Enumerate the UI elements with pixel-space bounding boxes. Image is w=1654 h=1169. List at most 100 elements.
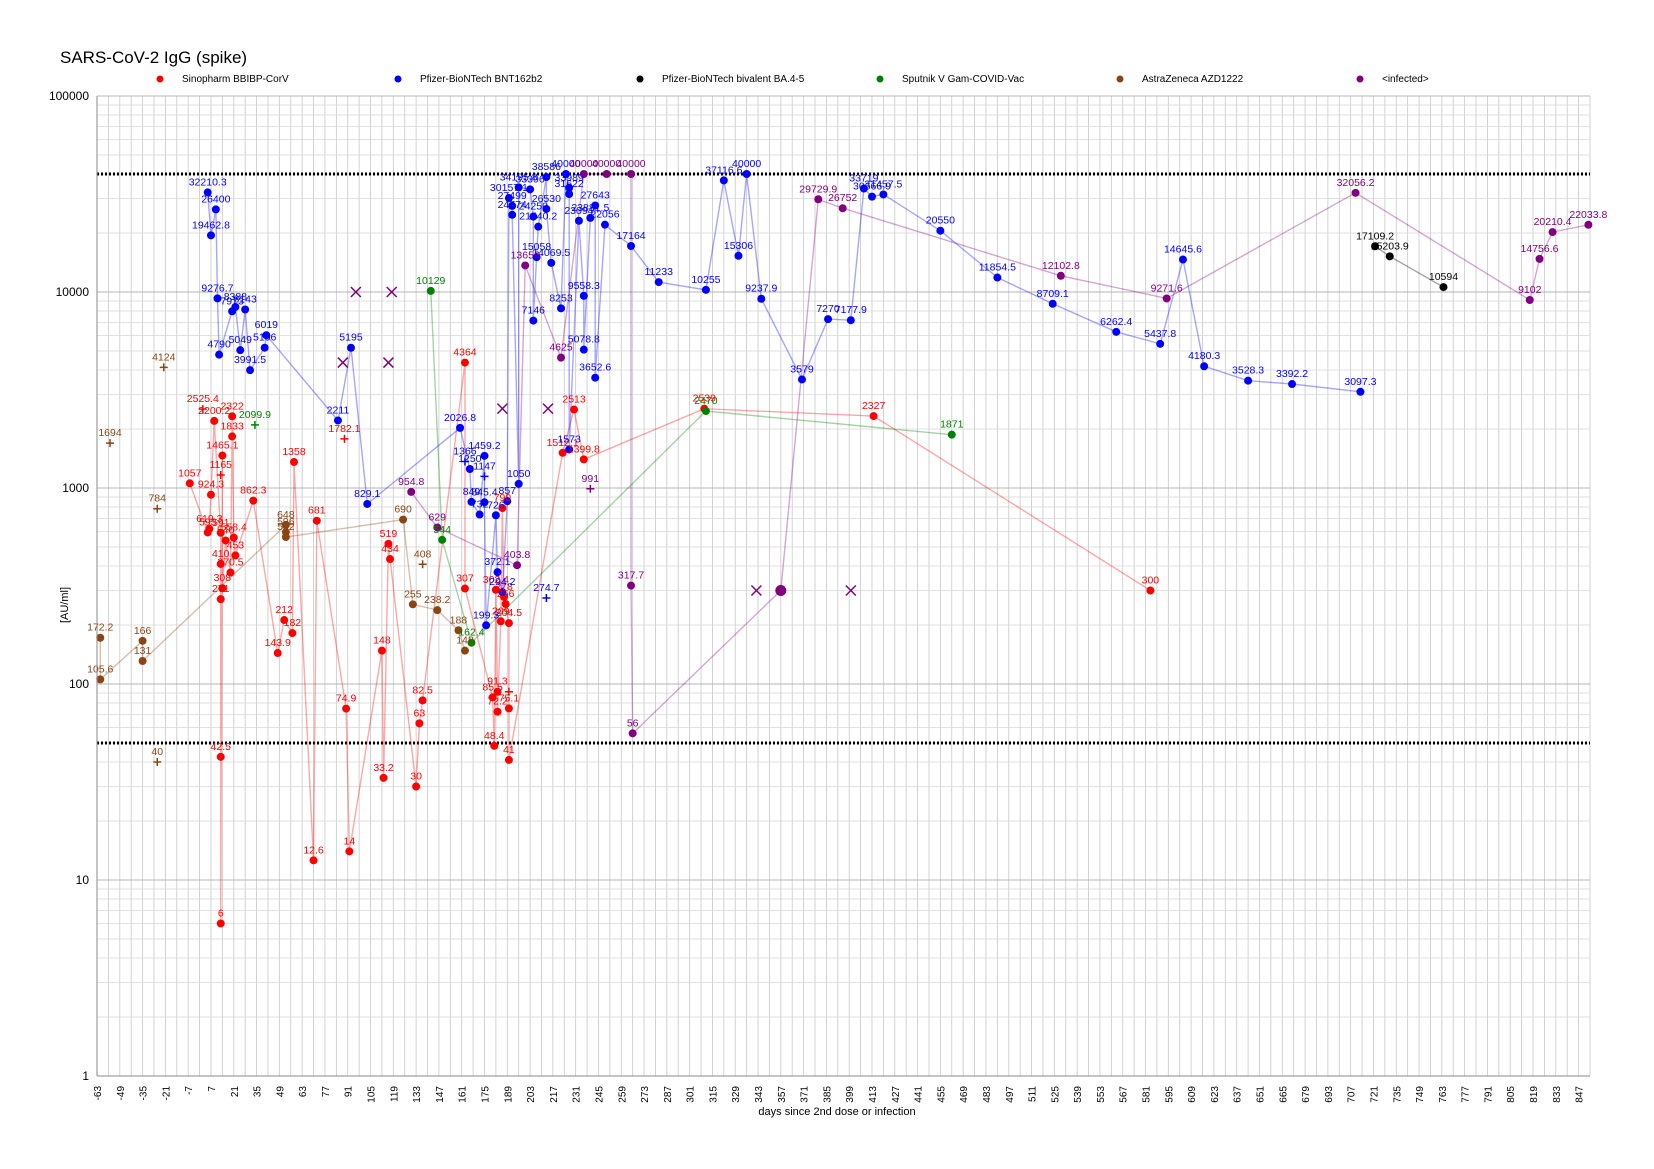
data-point xyxy=(454,626,463,635)
data-point xyxy=(490,741,499,750)
data-label: 2470 xyxy=(694,395,718,407)
x-tick-label: -49 xyxy=(116,1086,127,1101)
data-label: 162.4 xyxy=(458,627,484,639)
data-point xyxy=(493,568,502,577)
data-point xyxy=(1112,327,1121,336)
data-label: 131 xyxy=(134,645,152,657)
data-label: 74.9 xyxy=(336,693,357,705)
data-point xyxy=(482,621,491,630)
data-label: 681 xyxy=(308,505,326,517)
data-point xyxy=(504,704,513,713)
data-label: 182 xyxy=(284,617,302,629)
data-label: 540 xyxy=(217,524,235,536)
data-point xyxy=(226,568,235,577)
data-label: 648 xyxy=(277,509,295,521)
data-point xyxy=(229,533,238,542)
data-point xyxy=(211,205,220,214)
data-label: 317.7 xyxy=(618,570,644,582)
data-point xyxy=(579,291,588,300)
x-tick-label: -63 xyxy=(93,1086,104,1101)
data-point xyxy=(1525,296,1534,305)
x-tick-label: 749 xyxy=(1415,1086,1426,1103)
data-point xyxy=(775,584,787,596)
data-label: 40000 xyxy=(551,158,580,170)
data-label: 403.8 xyxy=(504,549,530,561)
data-label: 19462.8 xyxy=(192,219,230,231)
x-tick-label: 147 xyxy=(435,1086,446,1103)
data-label: 17164 xyxy=(616,230,645,242)
x-tick-label: 791 xyxy=(1483,1086,1494,1103)
data-label: 4364 xyxy=(453,347,477,359)
data-point xyxy=(1146,586,1155,595)
x-tick-label: 161 xyxy=(458,1086,469,1103)
data-point xyxy=(138,636,147,645)
data-point xyxy=(498,588,507,597)
x-tick-label: 777 xyxy=(1461,1086,1472,1103)
data-label: 271 xyxy=(212,583,230,595)
data-point xyxy=(493,707,502,716)
plus-marker xyxy=(542,593,551,602)
data-label: 591 xyxy=(212,517,230,529)
data-point xyxy=(701,285,710,294)
data-point xyxy=(838,204,847,213)
x-tick-label: 805 xyxy=(1506,1086,1517,1103)
x-tick-label: 525 xyxy=(1050,1086,1061,1103)
data-point xyxy=(203,528,212,537)
data-point xyxy=(236,346,245,355)
data-label: 26400 xyxy=(201,193,230,205)
data-label: 2322 xyxy=(220,400,244,412)
data-label: 72.2 xyxy=(487,696,508,708)
x-tick-label: 273 xyxy=(640,1086,651,1103)
data-point xyxy=(333,416,342,425)
data-label: 1871 xyxy=(940,419,964,431)
data-label: 1512.1 xyxy=(547,437,579,449)
data-label: 849 xyxy=(463,486,481,498)
data-label: 48.4 xyxy=(484,730,505,742)
data-point xyxy=(346,343,355,352)
data-point xyxy=(1535,254,1544,263)
data-label: 22033.8 xyxy=(1569,209,1607,221)
x-tick-label: 287 xyxy=(663,1086,674,1103)
data-label: 294.2 xyxy=(489,576,515,588)
data-point xyxy=(504,619,513,628)
data-point xyxy=(628,729,637,738)
data-label: 924.3 xyxy=(198,479,224,491)
data-point xyxy=(433,523,442,532)
data-point xyxy=(185,479,194,488)
data-point xyxy=(418,696,427,705)
cross-marker xyxy=(350,286,362,298)
legend-label: Pfizer-BioNTech BNT162b2 xyxy=(420,74,543,85)
data-point xyxy=(1178,255,1187,264)
data-point xyxy=(210,416,219,425)
data-point xyxy=(600,220,609,229)
data-point xyxy=(529,316,538,325)
data-point xyxy=(824,315,833,324)
data-label: 21540.2 xyxy=(519,211,557,223)
x-tick-label: 259 xyxy=(617,1086,628,1103)
plus-marker xyxy=(250,420,259,429)
series-line xyxy=(410,173,1589,736)
data-label: 991 xyxy=(582,473,600,485)
data-point xyxy=(309,856,318,865)
data-label: 1782.1 xyxy=(328,423,360,435)
plus-marker xyxy=(460,457,469,466)
x-tick-label: 329 xyxy=(731,1086,742,1103)
data-label: 8709.1 xyxy=(1037,288,1069,300)
data-point xyxy=(508,201,517,210)
x-tick-label: 49 xyxy=(275,1086,286,1098)
data-label: 7177.9 xyxy=(835,304,867,316)
data-point xyxy=(503,497,512,506)
data-label: 4180.3 xyxy=(1188,350,1220,362)
data-label: 10255 xyxy=(691,274,720,286)
data-label: 40000 xyxy=(569,158,598,170)
data-point xyxy=(602,169,611,178)
legend-label: Sinopharm BBIBP-CorV xyxy=(182,74,289,85)
data-label: 274.7 xyxy=(533,582,559,594)
data-label: 9276.7 xyxy=(201,282,233,294)
data-point xyxy=(228,432,237,441)
data-point xyxy=(501,599,510,608)
plus-marker xyxy=(159,363,168,372)
data-label: 6019 xyxy=(255,319,279,331)
data-label: 8143 xyxy=(233,293,257,305)
plus-marker xyxy=(418,560,427,569)
